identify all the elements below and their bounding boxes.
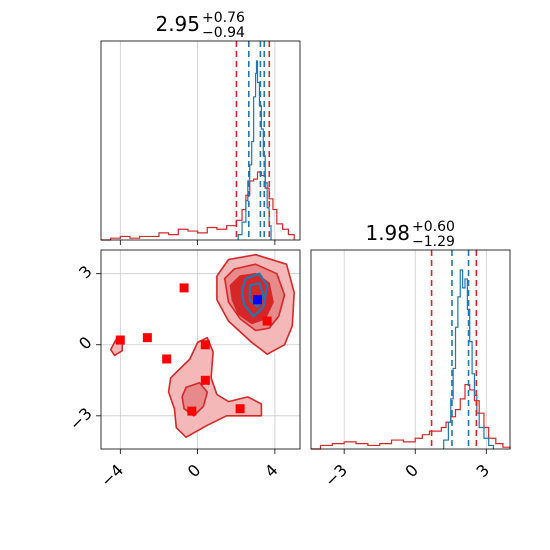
red-marker-5 [162,354,172,364]
blue-contour-0 [240,272,269,318]
title-2-upper: +0.60 [412,219,455,235]
region-lower-blob [167,336,263,439]
title-1-lower: −0.94 [202,25,245,41]
x-tick-label-2: 3 [472,460,493,481]
quantile-lines-3 [430,250,478,449]
y-tick-label-1: 0 [75,333,96,354]
axes-frame-2 [100,249,301,450]
panel-marginal-2: 1.98 +0.60 −1.29 −3 0 3 [310,219,511,491]
red-marker-2 [179,283,189,293]
title-2-lower: −1.29 [412,234,455,250]
panel-marginal-1: 2.95 +0.76 −0.94 [100,10,301,245]
red-marker-7 [200,375,210,385]
red-marker-8 [187,406,197,416]
point-markers [115,283,272,416]
x-tick-label-2: 4 [261,460,282,481]
title-2-median: 1.98 [365,221,410,245]
region-inner [229,272,274,325]
red-marker-3 [115,335,125,345]
red-marker-1 [262,316,272,326]
x-tick-label-0: −4 [97,460,127,490]
y-tick-label-2: −3 [66,404,96,434]
axes-frame-1 [100,40,301,241]
x-ticks-2: −4 0 4 [97,449,282,491]
x-ticks-3: −3 0 3 [321,449,493,491]
x-tick-label-1: 0 [401,460,422,481]
histogram-series-1 [237,60,272,240]
x-tick-label-1: 0 [184,460,205,481]
histograms-3 [311,269,511,450]
title-1-median: 2.95 [155,12,200,36]
red-marker-4 [142,333,152,343]
blue-marker [252,295,262,305]
red-marker-9 [235,404,245,414]
quantile-lines-1 [235,41,271,240]
red-marker-6 [200,340,210,350]
grid-1 [119,41,276,245]
histogram-series-0 [311,383,511,450]
histogram-series-1 [443,269,495,449]
title-1-upper: +0.76 [202,10,245,26]
axes-frame-3 [310,249,511,450]
y-tick-label-0: 3 [75,262,96,283]
x-tick-label-0: −3 [321,460,351,490]
grid-3 [343,250,487,449]
y-ticks-2: 3 0 −3 [66,262,101,434]
panel-joint: −4 0 4 3 0 −3 [66,249,301,491]
